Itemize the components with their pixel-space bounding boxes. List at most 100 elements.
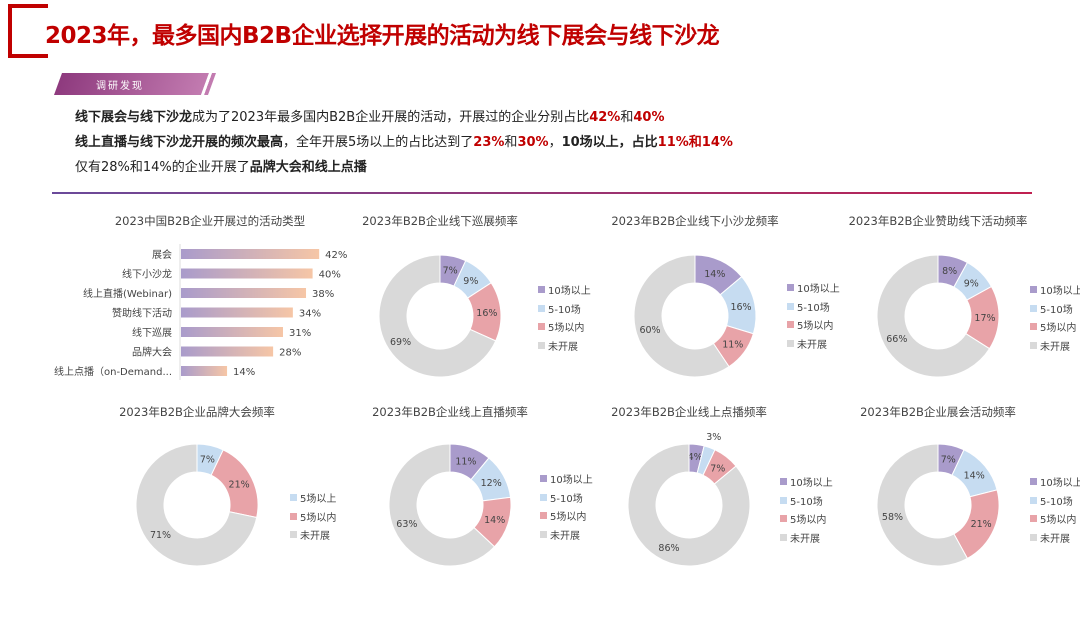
legend-swatch [538,323,545,330]
donut-value-label: 8% [942,266,957,277]
page-title: 2023年，最多国内B2B企业选择开展的活动为线下展会与线下沙龙 [45,23,720,49]
legend-label: 未开展 [797,339,827,351]
donut-value-label: 66% [886,334,907,345]
legend-swatch [1030,323,1037,330]
finding-text: 11%和14% [657,135,733,150]
chart-title: 2023年B2B企业线上点播频率 [611,405,767,419]
chart-title: 2023年B2B企业线下小沙龙频率 [611,214,779,228]
donut-slice [633,254,730,378]
bar [181,288,307,298]
donut-value-label: 14% [704,269,725,280]
bar-category-label: 线下小沙龙 [122,268,172,281]
legend-swatch [290,494,297,501]
donut-value-label: 7% [941,455,956,466]
bar-category-label: 线上直播(Webinar) [83,287,172,300]
chart-title: 2023年B2B企业线上直播频率 [372,405,528,419]
finding-text: 23% [473,135,505,150]
donut-value-label: 7% [200,455,215,466]
legend-label: 5场以内 [1040,515,1077,526]
finding-text: 30% [517,135,549,150]
bar-category-label: 线下巡展 [132,326,172,339]
bar [181,366,228,376]
donut-slice [627,443,751,567]
bar-value-label: 34% [299,309,321,320]
legend-swatch [1030,478,1037,485]
legend-swatch [290,531,297,538]
legend-label: 5场以内 [548,323,585,334]
legend-label: 未开展 [550,530,580,542]
legend-swatch [538,341,545,349]
donut-value-label: 16% [476,308,497,319]
finding-text: ，全年开展5场以上的占比达到了 [283,135,474,150]
donut-value-label: 12% [481,478,502,489]
donut-chart: 4%3% 7% 86% [627,432,751,567]
legend-label: 10场以上 [790,478,833,489]
donut-value-label: 11% [455,456,476,467]
donut-chart: 7% 21% 71% [135,443,259,567]
legend-label: 10场以上 [1040,286,1080,297]
finding-text: 品牌大会和线上点播 [249,160,367,175]
chart-title: 2023中国B2B企业开展过的活动类型 [114,214,306,228]
bar-value-label: 42% [325,250,347,261]
finding-text: 成为了2023年最多国内B2B企业开展的活动，开展过的企业分别占比 [192,110,590,125]
donut-value-label: 60% [639,325,660,336]
bar-category-label: 展会 [152,248,172,261]
legend-label: 5-10场 [797,302,830,314]
section-ribbon-label: 调研发现 [96,81,144,92]
legend-label: 5-10场 [550,493,583,505]
legend-label: 10场以上 [797,284,840,295]
donut-value-label: 3% [706,432,721,443]
legend-swatch [290,512,297,520]
legend-label: 5-10场 [790,496,823,508]
donut-value-label: 14% [964,471,985,482]
donut-value-label: 7% [443,266,458,277]
bar-value-label: 40% [319,270,341,281]
divider [52,192,1032,194]
legend-swatch [1030,341,1037,349]
finding-line: 线上直播与线下沙龙开展的频次最高，全年开展5场以上的占比达到了23%和30%，1… [75,131,733,150]
legend-swatch [780,515,787,522]
chart-title: 2023年B2B企业赞助线下活动频率 [848,214,1028,228]
donut-slice [876,443,969,567]
donut-chart: 7% 9% 16% 69% [378,254,502,378]
donut-value-label: 86% [658,543,679,554]
legend-swatch [1030,304,1037,312]
legend-swatch [780,496,787,504]
finding-text: ， [548,135,562,150]
bar-value-label: 31% [289,328,311,339]
legend-swatch [787,321,794,328]
legend-label: 5场以上 [300,494,337,505]
legend-label: 10场以上 [1040,478,1080,489]
bar-chart: 展会 42% 线下小沙龙 40% 线上直播(Webinar) 38% 赞助线下活动 34% 线下… [54,244,347,380]
chart-title: 2023年B2B企业线下巡展频率 [362,214,518,228]
donut-chart: 11% 12% 14% 63% [388,443,512,567]
legend-label: 未开展 [300,531,330,542]
legend-label: 5-10场 [548,304,581,316]
donut-slice [876,254,991,378]
legend-swatch [538,304,545,312]
title-bracket-decoration [8,4,48,58]
chart-title: 2023年B2B企业展会活动频率 [860,405,1016,419]
bar [181,249,320,259]
donut-chart: 14% 16% 11% 60% [633,254,757,378]
legend-swatch [1030,496,1037,504]
legend-label: 10场以上 [550,475,593,486]
bar-category-label: 品牌大会 [132,346,172,359]
finding-text: 和 [620,110,634,125]
legend-label: 未开展 [548,341,578,353]
legend-swatch [1030,533,1037,541]
bar-category-label: 线上点播（on-Demand... [54,365,172,378]
finding-text: 和 [504,135,518,150]
legend-swatch [780,533,787,541]
bar-value-label: 14% [233,367,255,378]
legend-label: 5场以内 [790,515,827,526]
legend-label: 5场以内 [300,512,337,524]
legend-label: 5场以内 [797,321,834,332]
finding-text: 40% [633,110,665,125]
legend-swatch [787,302,794,310]
bar [181,346,274,357]
donut-value-label: 69% [390,337,411,348]
legend-label: 未开展 [790,533,820,545]
bar [181,327,283,337]
donut-value-label: 21% [971,519,992,530]
